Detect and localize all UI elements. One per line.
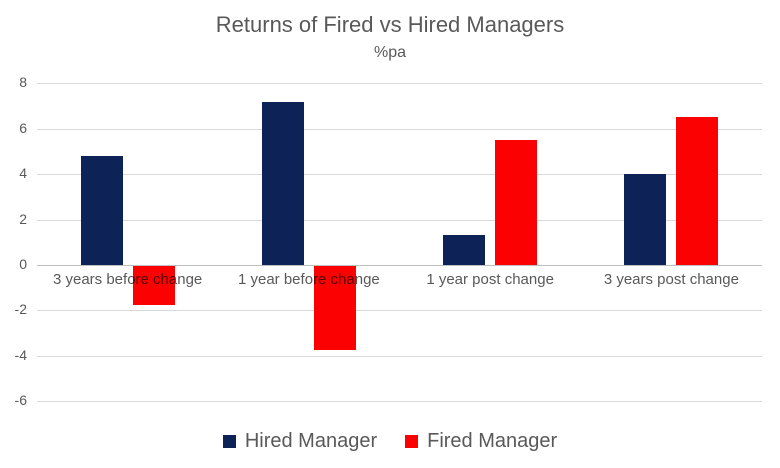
bar-fired-manager xyxy=(313,266,356,350)
y-tick-label: 6 xyxy=(19,119,27,136)
bar-hired-manager xyxy=(624,174,667,265)
y-tick-label: -6 xyxy=(14,392,27,409)
bar-hired-manager xyxy=(261,101,304,265)
gridline xyxy=(37,401,762,403)
bar-fired-manager xyxy=(495,140,538,265)
category-label: 3 years post change xyxy=(603,271,739,288)
y-tick-label: 2 xyxy=(19,210,27,227)
legend-label-fired-manager: Fired Manager xyxy=(427,430,558,452)
y-tick-label: 0 xyxy=(19,256,27,272)
legend-item-hired-manager: Hired Manager xyxy=(222,430,378,453)
bar-fired-manager xyxy=(132,266,175,305)
legend-item-fired-manager: Fired Manager xyxy=(405,430,557,453)
gridline xyxy=(37,219,762,221)
y-tick-label: 8 xyxy=(19,74,27,91)
bar-fired-manager xyxy=(676,117,719,265)
category-label: 3 years before change xyxy=(52,271,203,288)
chart-title: Returns of Fired vs Hired Managers xyxy=(215,12,565,37)
y-tick-label: -4 xyxy=(14,346,27,363)
gridline xyxy=(37,355,762,357)
gridline xyxy=(37,310,762,312)
legend: Hired Manager Fired Manager xyxy=(0,430,780,453)
gridline xyxy=(37,83,762,85)
x-axis-zero-line xyxy=(37,265,762,266)
bar-hired-manager xyxy=(80,156,123,265)
legend-swatch-hired-manager xyxy=(222,435,236,448)
category-label: 1 year before change xyxy=(237,271,380,288)
category-label: 1 year post change xyxy=(426,271,554,288)
gridline xyxy=(37,174,762,176)
bar-hired-manager xyxy=(443,235,486,265)
chart-subtitle: %pa xyxy=(373,44,407,61)
legend-label-hired-manager: Hired Manager xyxy=(244,430,378,452)
legend-swatch-fired-manager xyxy=(405,435,419,448)
y-tick-label: 4 xyxy=(19,165,27,182)
y-tick-label: -2 xyxy=(14,301,27,318)
gridline xyxy=(37,128,762,130)
